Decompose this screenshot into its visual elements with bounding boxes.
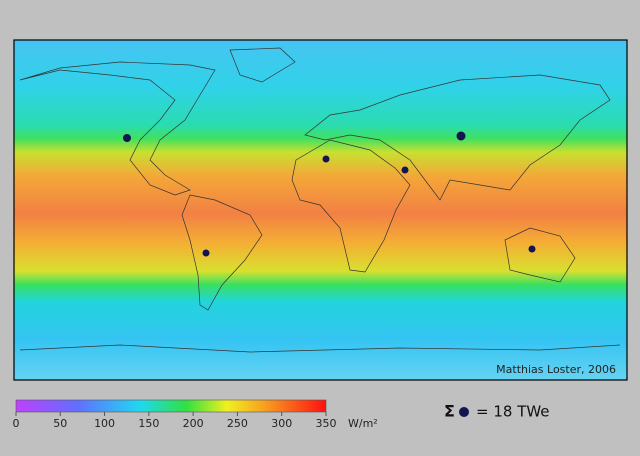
map-area <box>13 39 628 381</box>
marker <box>123 134 131 142</box>
colorbar-unit: W/m² <box>348 417 378 430</box>
marker <box>401 166 409 174</box>
marker <box>322 155 330 163</box>
colorbar-tick-label: 250 <box>227 417 248 430</box>
colorbar-tick-label: 300 <box>271 417 292 430</box>
legend-text: = 18 TWe <box>476 403 550 421</box>
marker <box>202 249 210 257</box>
colorbar-tick-label: 0 <box>13 417 20 430</box>
colorbar-tick-label: 150 <box>138 417 159 430</box>
colorbar-tick-label: 350 <box>316 417 337 430</box>
colorbar <box>15 399 327 413</box>
colorbar-tick-label: 200 <box>183 417 204 430</box>
legend-symbol: Σ <box>444 402 455 421</box>
colorbar-tick-label: 100 <box>94 417 115 430</box>
credit: Matthias Loster, 2006 <box>496 363 616 376</box>
plant-markers <box>123 131 536 257</box>
colorbar-tick-label: 50 <box>53 417 67 430</box>
coastlines <box>19 47 621 353</box>
marker <box>528 245 536 253</box>
marker <box>456 131 466 141</box>
legend-dot <box>459 407 469 417</box>
